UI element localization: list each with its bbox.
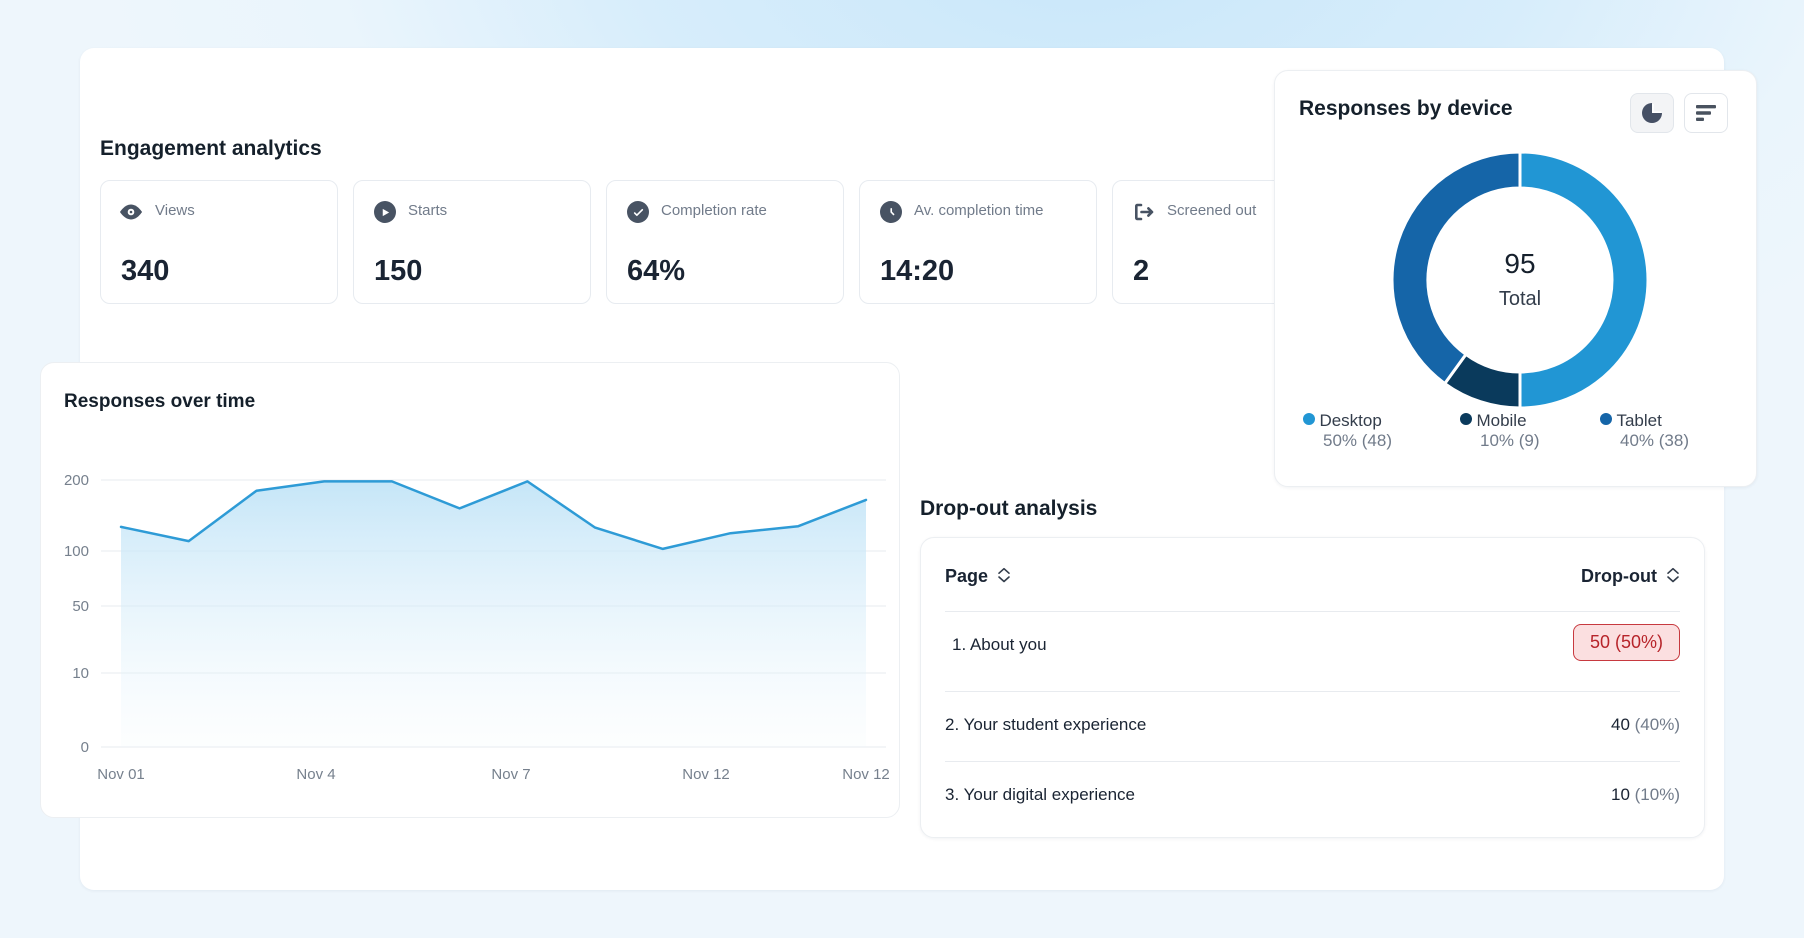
svg-text:Nov 12: Nov 12 [682,766,730,783]
svg-text:95: 95 [1504,248,1535,279]
svg-text:Nov 7: Nov 7 [491,766,530,783]
svg-text:Nov 4: Nov 4 [296,766,335,783]
svg-text:50: 50 [72,598,89,615]
svg-text:Nov 01: Nov 01 [97,766,145,783]
svg-text:200: 200 [64,472,89,489]
svg-text:Total: Total [1499,288,1541,310]
svg-text:Nov 12: Nov 12 [842,766,890,783]
svg-text:100: 100 [64,543,89,560]
svg-text:0: 0 [81,739,89,756]
svg-text:10: 10 [72,665,89,682]
